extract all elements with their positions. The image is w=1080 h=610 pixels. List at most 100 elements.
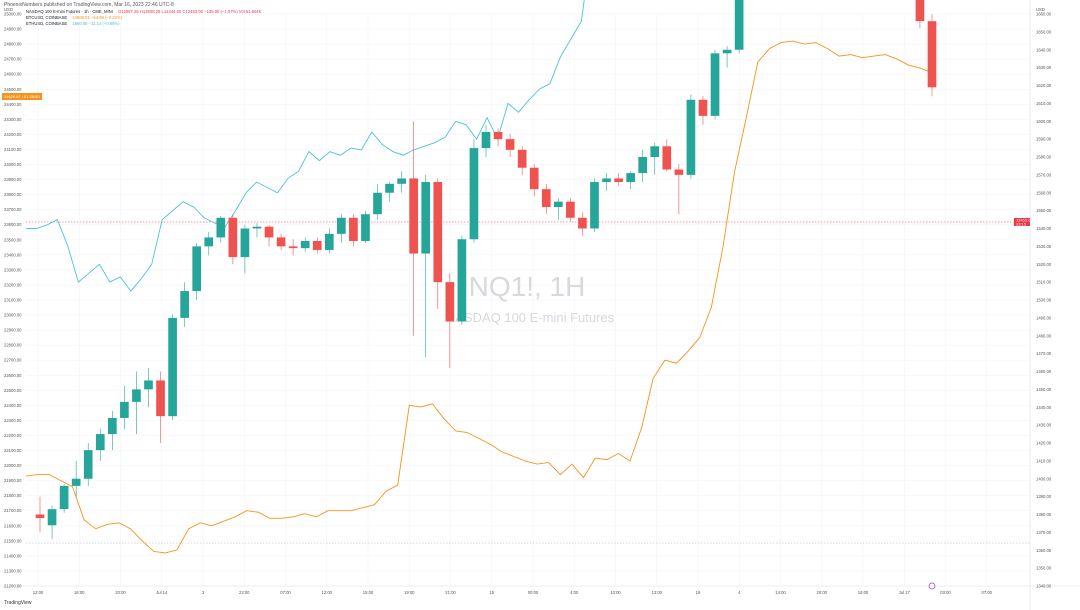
right-tick-label: 1430.00 (1036, 423, 1052, 428)
time-axis[interactable]: 12:00 16:00 20:00 Jul 14 3 23:00 07:00 12:00 15:… (33, 590, 993, 595)
candle-body (638, 157, 648, 174)
candle-body (373, 192, 382, 215)
candle (553, 198, 563, 220)
candle-body (602, 178, 611, 183)
time-tick-label: Jul 17 (899, 590, 911, 595)
candle-body (252, 226, 262, 229)
event-marker-icon[interactable] (928, 582, 936, 590)
candle-body (144, 380, 153, 390)
candle (192, 242, 202, 300)
right-tick-label: 1610.00 (1036, 101, 1052, 106)
candle (638, 149, 648, 183)
right-tick-label: 1560.00 (1036, 190, 1052, 195)
candle-body (927, 21, 937, 88)
watermark-description: NASDAQ 100 E-mini Futures (446, 310, 615, 325)
candle (927, 14, 937, 97)
left-tick-label: 21200.00 (4, 584, 22, 589)
candle-body (35, 514, 45, 519)
left-tick-label: 23000.00 (4, 313, 22, 318)
legend-row-eth[interactable]: ETHUSD, COINBASE 1680.08 −11.14 (−0.66%) (26, 21, 261, 27)
right-axis-unit: USD (1036, 7, 1045, 12)
candle-body (662, 146, 672, 170)
candle (421, 174, 431, 358)
right-price-tag-line2: 33:15 (1016, 221, 1027, 226)
candle (264, 224, 274, 247)
candle (698, 96, 708, 125)
candle-body (300, 241, 310, 249)
legend-values-eth: 1680.08 −11.14 (−0.66%) (72, 21, 120, 26)
candle-body (59, 485, 69, 510)
candle-body (312, 241, 322, 250)
candle (686, 94, 696, 179)
candle (722, 46, 732, 68)
left-tick-label: 21700.00 (4, 508, 22, 513)
left-tick-label: 21500.00 (4, 538, 22, 543)
left-tick-label: 22800.00 (4, 343, 22, 348)
candle-body (433, 182, 443, 283)
right-tick-label: 1450.00 (1036, 387, 1052, 392)
candle (71, 460, 81, 497)
candle (541, 183, 551, 215)
right-tick-label: 1480.00 (1036, 333, 1052, 338)
left-tick-label: 22100.00 (4, 448, 22, 453)
legend-name-eth: ETHUSD, COINBASE (26, 21, 68, 26)
candle (662, 139, 672, 172)
left-tick-label: 24700.00 (4, 57, 22, 62)
right-tick-label: 1550.00 (1036, 208, 1052, 213)
candle (228, 214, 238, 265)
candle (47, 505, 57, 540)
time-tick-label: 14:00 (775, 590, 786, 595)
legend-row-btc[interactable]: BTCUSD, COINBASE 24605.01 −54.99 (−0.22%… (26, 15, 261, 21)
candle (252, 223, 262, 238)
right-tick-label: 1540.00 (1036, 226, 1052, 231)
candle-body (553, 201, 563, 208)
left-tick-label: 22200.00 (4, 433, 22, 438)
candle (915, 0, 925, 29)
time-tick-label: 07:00 (982, 590, 993, 595)
candle-body (288, 246, 298, 249)
left-tick-label: 23700.00 (4, 207, 22, 212)
right-tick-label: 1570.00 (1036, 172, 1052, 177)
right-tick-label: 1340.00 (1036, 584, 1052, 589)
right-price-tag-line1: 12453.00 (1016, 218, 1033, 223)
candle (517, 146, 527, 175)
candle (734, 0, 744, 54)
tradingview-logo[interactable]: TradingView (4, 600, 32, 606)
candle-body (409, 178, 419, 254)
candle (59, 484, 69, 513)
candle (300, 237, 310, 252)
left-tick-label: 21300.00 (4, 568, 22, 573)
candle-body (324, 233, 334, 250)
candle-body (686, 99, 696, 175)
left-tick-label: 24800.00 (4, 42, 22, 47)
candle-body (156, 380, 165, 417)
candle (674, 164, 684, 215)
time-tick-label: 20:00 (817, 590, 828, 595)
candle-body (240, 228, 250, 258)
candle-body (276, 237, 286, 247)
candle (650, 142, 660, 175)
legend-row-nq[interactable]: NASDAQ 100 E-mini Futures · 1h · CME_MIN… (26, 9, 261, 15)
right-price-tag-bg (1014, 218, 1030, 226)
candle (288, 239, 298, 256)
left-tick-label: 24400.00 (4, 102, 22, 107)
left-tick-label: 23200.00 (4, 282, 22, 287)
candle (493, 128, 503, 147)
left-axis-unit: USD (4, 7, 13, 12)
candle (373, 183, 382, 220)
left-tick-label: 22600.00 (4, 373, 22, 378)
left-price-axis[interactable]: 25000.00 24900.00 24800.00 24700.00 24600.00… (4, 12, 22, 589)
candle-body (674, 169, 684, 175)
publish-caption: PhoenixNumbers published on TradingView.… (4, 2, 174, 8)
candle-body (734, 0, 744, 50)
time-tick-label: 15 (489, 590, 494, 595)
candle (83, 443, 93, 486)
candle (469, 139, 479, 243)
right-price-axis[interactable]: 1660.00 1650.00 1640.00 1630.00 1620.00 1610.… (1036, 12, 1052, 589)
candles (35, 0, 937, 540)
candle-body (397, 178, 406, 184)
candle-body (168, 317, 177, 417)
left-tick-label: 21800.00 (4, 493, 22, 498)
